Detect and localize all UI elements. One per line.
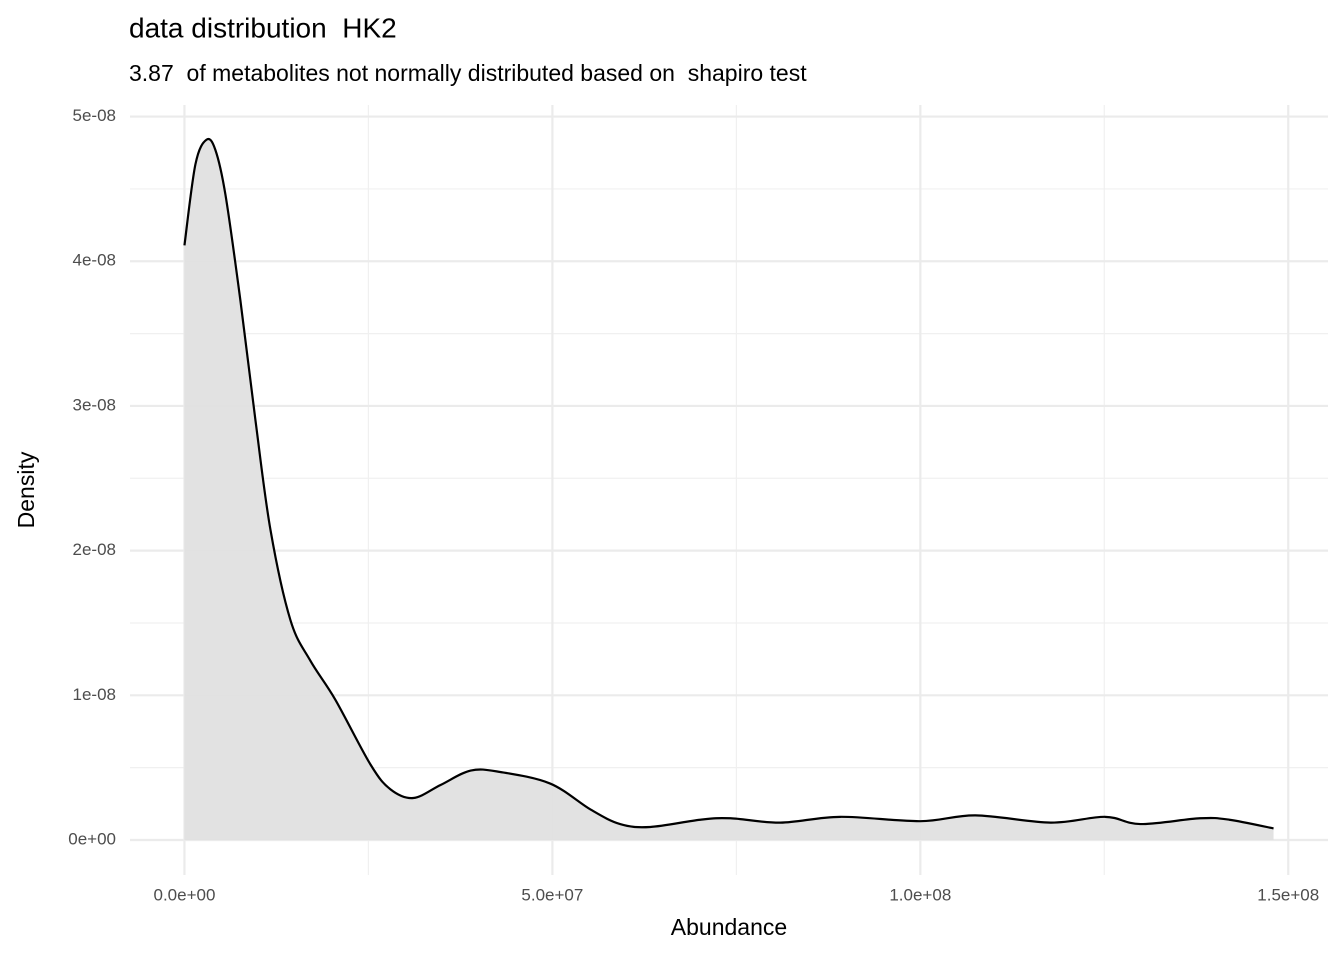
y-tick-label: 2e-08: [73, 540, 116, 559]
x-tick-label: 1.5e+08: [1257, 885, 1319, 904]
y-tick-label: 1e-08: [73, 685, 116, 704]
x-tick-label: 5.0e+07: [521, 885, 583, 904]
density-area: [184, 138, 1274, 840]
y-tick-label: 3e-08: [73, 395, 116, 414]
y-axis-label: Density: [13, 451, 39, 528]
x-tick-label: 1.0e+08: [889, 885, 951, 904]
x-tick-label: 0.0e+00: [153, 885, 215, 904]
y-tick-label: 0e+00: [68, 829, 116, 848]
y-tick-label: 5e-08: [73, 106, 116, 125]
chart-subtitle: 3.87 of metabolites not normally distrib…: [129, 60, 807, 86]
y-tick-label: 4e-08: [73, 251, 116, 270]
x-axis-label: Abundance: [671, 914, 787, 940]
chart-title: data distribution HK2: [129, 12, 397, 43]
density-line: [183, 137, 1274, 830]
